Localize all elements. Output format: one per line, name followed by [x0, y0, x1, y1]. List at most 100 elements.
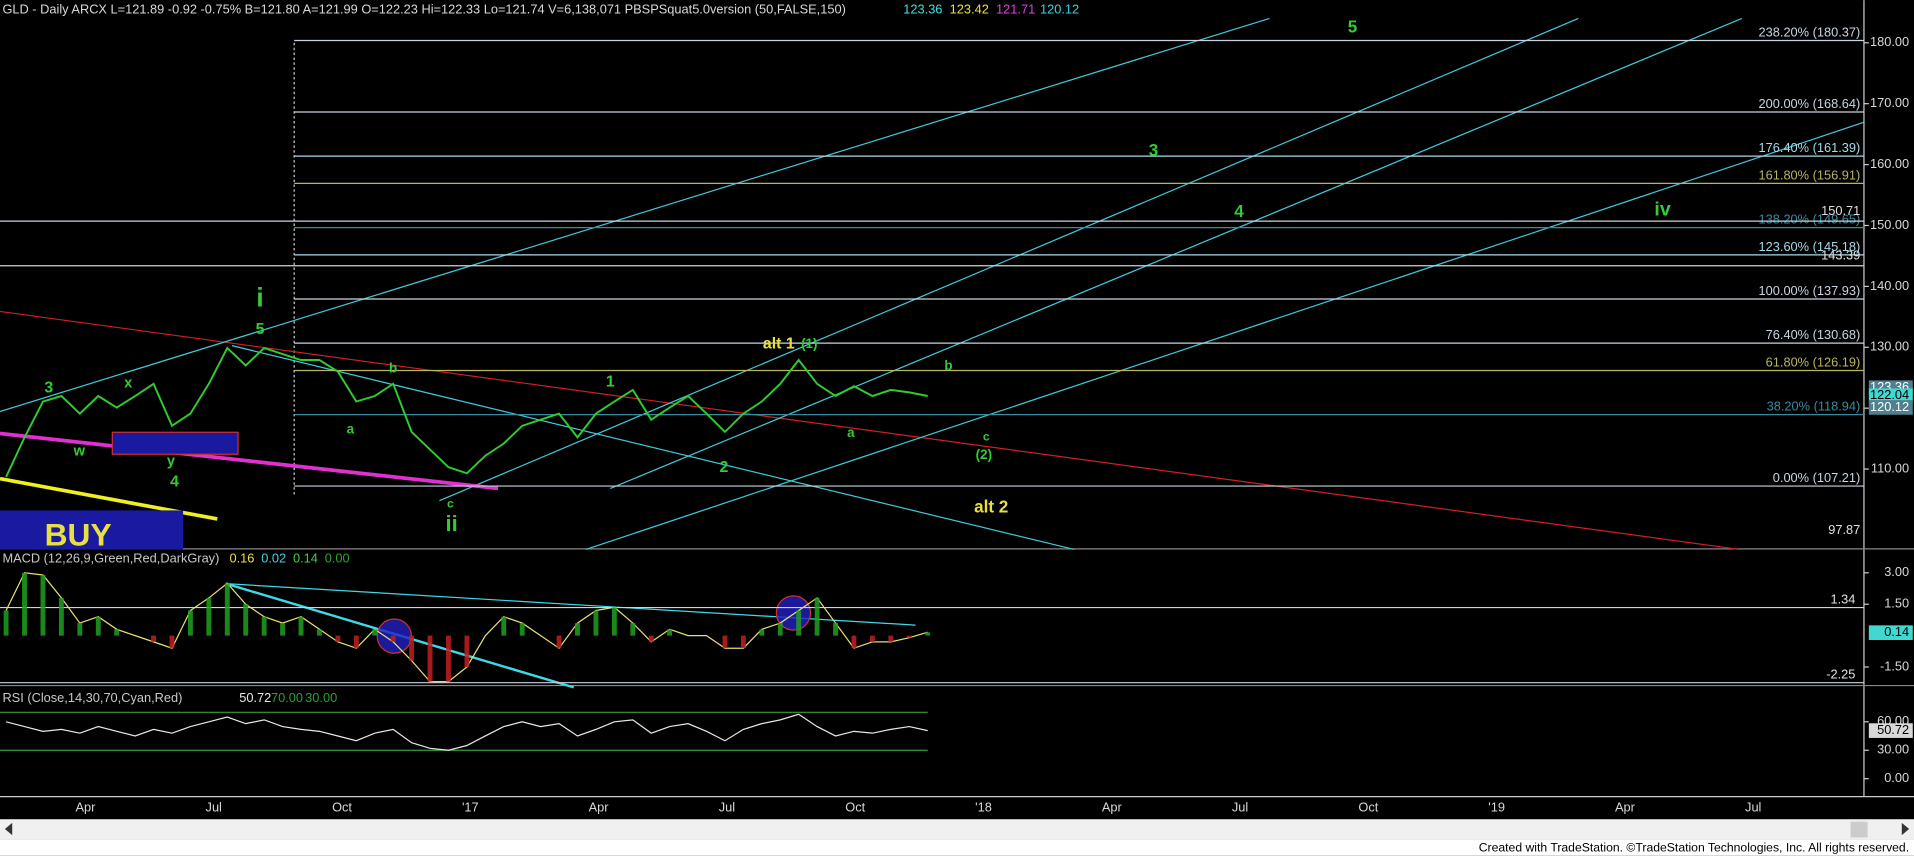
y-tick-label: 160.00: [1870, 156, 1909, 171]
macd-point: [851, 635, 857, 649]
macd-point: [906, 635, 912, 638]
macd-point: [667, 629, 673, 636]
price-label: 143.39: [1821, 247, 1860, 262]
macd-point: [390, 635, 396, 642]
macd-point: [409, 635, 415, 661]
reading: 30.00: [305, 690, 337, 705]
macd-point: [869, 635, 875, 642]
macd-point: [833, 623, 838, 636]
macd-point: [925, 632, 931, 636]
macd-point: [77, 623, 83, 636]
y-tick-label: 180.00: [1870, 34, 1909, 49]
macd-point: [243, 604, 249, 636]
x-tick-label: Jul: [206, 800, 222, 815]
macd-point: [261, 616, 267, 636]
reading: 0.14: [293, 551, 318, 566]
wave-label: w: [73, 444, 86, 460]
macd-point: [206, 597, 212, 636]
fib-label: 61.80% (126.19): [1766, 355, 1861, 370]
wave-label: c: [983, 429, 990, 443]
macd-point: [22, 572, 27, 636]
y-tick-label: 3.00: [1884, 564, 1909, 579]
macd-point: [114, 629, 120, 636]
macd-point: [95, 616, 101, 636]
reading: 123.36: [903, 1, 942, 16]
fib-label: 176.40% (161.39): [1759, 140, 1861, 155]
macd-point: [630, 623, 636, 636]
macd-point: [58, 597, 64, 636]
reading: 121.71: [996, 1, 1035, 16]
series-line: [5, 346, 928, 478]
wave-label: i: [256, 282, 263, 312]
y-tick-label: 170.00: [1870, 95, 1909, 110]
x-tick-label: Jul: [1745, 800, 1761, 815]
fib-label: 38.20% (118.94): [1767, 399, 1861, 414]
series-line: [5, 572, 928, 683]
macd-point: [556, 635, 562, 649]
macd-point: [740, 635, 746, 649]
wave-label: (1): [801, 336, 817, 351]
macd-point: [722, 635, 728, 649]
fib-label: 238.20% (180.37): [1759, 25, 1861, 40]
x-tick-label: Apr: [1102, 800, 1123, 815]
fib-label: 200.00% (168.64): [1759, 96, 1861, 111]
reading: 0.00: [325, 551, 350, 566]
channel-line: [585, 121, 1865, 551]
footer-bar: [0, 839, 1914, 856]
macd-point: [796, 610, 802, 636]
channel-line: [439, 17, 1579, 502]
zone-box: [111, 431, 239, 455]
panel-title: GLD - Daily ARCX L=121.89 -0.92 -0.75% B…: [2, 1, 845, 16]
fib-label: 76.40% (130.68): [1766, 327, 1861, 342]
wave-label: 5: [256, 321, 265, 338]
macd-point: [298, 616, 304, 636]
reading: 0.16: [229, 551, 254, 566]
scroll-right[interactable]: [1901, 822, 1910, 836]
y-tick-label: 1.50: [1884, 596, 1909, 611]
wave-label: ii: [446, 511, 458, 536]
macd-point: [427, 635, 433, 682]
macd-point: [353, 635, 359, 649]
wave-label: 4: [170, 474, 179, 491]
scrollbar[interactable]: [0, 819, 1914, 840]
trend-line: [0, 310, 1740, 551]
scroll-left[interactable]: [4, 822, 13, 836]
value-badge: [1868, 388, 1913, 404]
x-tick-label: '18: [975, 800, 992, 815]
wave-label: iv: [1654, 198, 1670, 220]
fib-label: 161.80% (156.91): [1759, 167, 1861, 182]
y-tick-label: 140.00: [1870, 278, 1909, 293]
y-tick-label: 30.00: [1877, 742, 1909, 757]
wave-label: 2: [719, 459, 728, 476]
fib-label: 138.20% (149.65): [1759, 212, 1861, 227]
y-tick-label: 110.00: [1871, 460, 1909, 475]
value-badge: [1868, 400, 1913, 415]
y-tick-label: 0.00: [1884, 770, 1909, 785]
macd-point: [519, 623, 525, 636]
macd-point: [777, 623, 783, 636]
wave-label: a: [347, 421, 355, 436]
channel-line: [231, 345, 1075, 551]
series-line: [5, 713, 928, 751]
reading: 120.12: [1040, 1, 1079, 16]
y-tick-label: 130.00: [1870, 339, 1909, 354]
macd-point: [575, 623, 580, 636]
x-tick-label: Apr: [1615, 800, 1636, 815]
fib-label: 100.00% (137.93): [1759, 283, 1861, 298]
footer: Created with TradeStation. ©TradeStation…: [1479, 841, 1909, 855]
macd-point: [464, 635, 470, 667]
value-badge-label: 120.12: [1870, 399, 1909, 414]
macd-point: [814, 597, 820, 636]
wave-label: b: [389, 360, 397, 375]
scroll-thumb[interactable]: [1850, 821, 1868, 838]
wave-label: b: [944, 358, 952, 373]
macd-point: [187, 610, 193, 636]
reading: 123.42: [950, 1, 989, 16]
macd-point: [446, 635, 451, 682]
wave-label: (2): [976, 447, 992, 462]
macd-point: [280, 623, 286, 636]
wave-label: 4: [1234, 202, 1244, 221]
price-label: 97.87: [1828, 522, 1860, 537]
